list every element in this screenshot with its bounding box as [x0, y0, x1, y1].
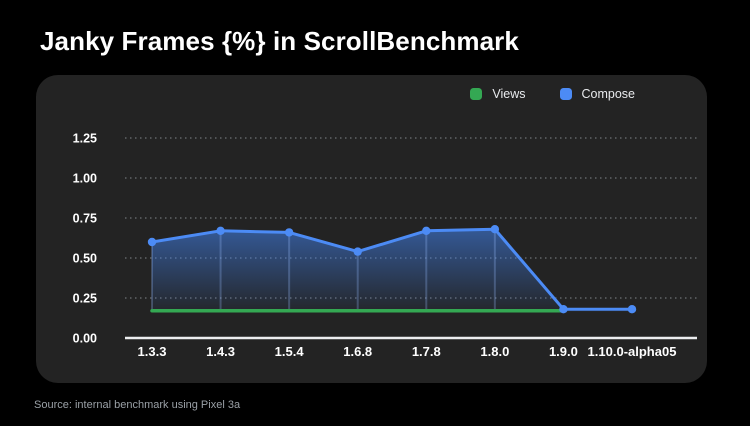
- x-tick-label: 1.4.3: [206, 344, 235, 359]
- source-note: Source: internal benchmark using Pixel 3…: [34, 399, 241, 411]
- y-tick-label: 1.25: [73, 132, 97, 146]
- compose-data-point: [147, 237, 157, 247]
- compose-data-point: [422, 226, 431, 235]
- y-tick-label: 0.25: [73, 292, 97, 306]
- compose-data-point: [627, 305, 637, 314]
- y-tick-label: 0.00: [73, 332, 97, 346]
- compose-data-point: [216, 226, 225, 235]
- x-tick-label: 1.9.0: [549, 344, 578, 359]
- x-tick-label: 1.3.3: [138, 344, 167, 359]
- chart-legend: Views Compose: [470, 87, 635, 101]
- legend-swatch-views: [470, 88, 483, 100]
- compose-data-point: [284, 228, 294, 237]
- compose-data-point: [559, 305, 568, 314]
- page-title: Janky Frames {%} in ScrollBenchmark: [40, 26, 519, 56]
- compose-data-point: [490, 225, 500, 234]
- x-tick-label: 1.10.0-alpha05: [588, 344, 677, 359]
- chart-svg: 0.00 0.25 0.50 0.75 1.00 1.25 1.3.3 1.4.3 1.5.4 1…: [73, 132, 697, 359]
- y-tick-label: 0.50: [73, 252, 97, 266]
- x-tick-label: 1.8.0: [480, 344, 509, 359]
- legend-item-compose: Compose: [559, 87, 636, 101]
- x-tick-label: 1.5.4: [275, 344, 305, 359]
- chart-panel: Views Compose 0.00 0.25 0.50 0.75 1.00 1.25 1.3…: [36, 75, 707, 383]
- y-tick-label: 0.75: [73, 212, 97, 226]
- legend-label-views: Views: [492, 87, 526, 101]
- legend-label-compose: Compose: [581, 87, 636, 101]
- legend-item-views: Views: [470, 87, 526, 101]
- compose-data-point: [353, 247, 362, 256]
- compose-line: [150, 227, 634, 311]
- legend-swatch-compose: [559, 88, 572, 100]
- x-tick-label: 1.7.8: [412, 344, 441, 359]
- x-tick-label: 1.6.8: [343, 344, 372, 359]
- y-tick-label: 1.00: [73, 172, 97, 186]
